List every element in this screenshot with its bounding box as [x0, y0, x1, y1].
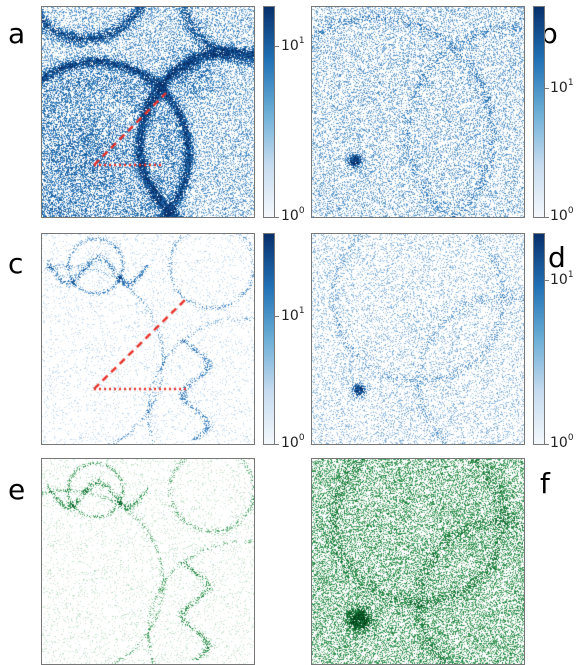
colorbar-a [263, 6, 275, 218]
colorbar-c-tick-mark-bottom [275, 444, 279, 445]
colorbar-b-tick-bottom: 100 [550, 206, 574, 224]
colorbar-a-tick-top: 101 [281, 36, 305, 54]
colorbar-d-tick-mark-bottom [545, 444, 549, 445]
panel-label-e: e [8, 473, 26, 506]
heatmap-panel-d [311, 233, 525, 445]
heatmap-panel-a [41, 6, 255, 218]
colorbar-a-tick-bottom: 100 [281, 206, 305, 224]
colorbar-d-tick-top: 101 [550, 270, 574, 288]
colorbar-c-tick-top: 101 [281, 306, 305, 324]
colorbar-a-tick-mark-top [275, 46, 279, 47]
colorbar-c [263, 233, 275, 445]
colorbar-b-tick-top: 101 [550, 78, 574, 96]
colorbar-b [533, 6, 545, 218]
heatmap-panel-e [41, 458, 255, 665]
colorbar-d-tick-bottom: 100 [550, 433, 574, 451]
colorbar-d [533, 233, 545, 445]
colorbar-c-tick-bottom: 100 [281, 433, 305, 451]
colorbar-a-tick-mark-bottom [275, 217, 279, 218]
panel-label-d: d [548, 241, 566, 274]
colorbar-c-tick-mark-top [275, 316, 279, 317]
colorbar-d-tick-mark-top [545, 280, 549, 281]
heatmap-panel-b [311, 6, 525, 218]
heatmap-panel-f [311, 458, 525, 665]
colorbar-b-tick-mark-bottom [545, 217, 549, 218]
colorbar-b-tick-mark-top [545, 88, 549, 89]
heatmap-panel-c [41, 233, 255, 445]
panel-label-c: c [8, 247, 24, 280]
panel-label-a: a [8, 17, 26, 50]
panel-label-f: f [540, 467, 550, 500]
